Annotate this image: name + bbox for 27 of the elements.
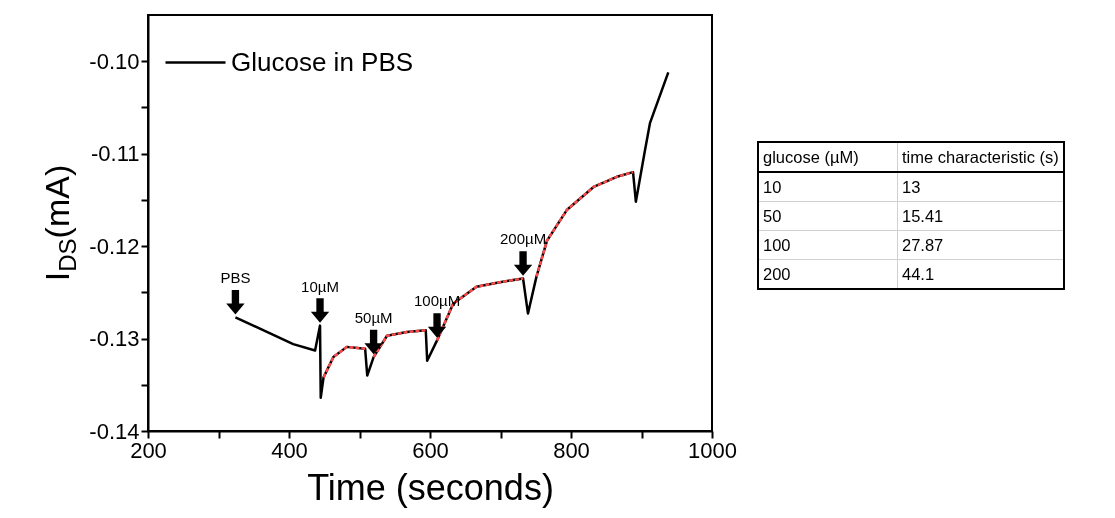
text: 50 [758, 201, 898, 231]
x-tick-label: 800 [553, 437, 590, 463]
y-tick-label: -0.11 [90, 141, 140, 167]
y-tick-label: -0.10 [89, 48, 140, 74]
text: 10 [758, 172, 898, 202]
text: time characteristic (s) [897, 142, 1064, 172]
text: 44.1 [897, 259, 1064, 289]
y-tick-label: -0.13 [89, 326, 140, 352]
y-tick-label: -0.12 [89, 233, 140, 259]
x-tick-label: 400 [271, 437, 308, 463]
annotation: 50µM [354, 309, 393, 327]
x-tick-label: 600 [412, 437, 449, 463]
text: 15.41 [897, 201, 1064, 231]
annotation: PBS [220, 269, 251, 287]
annotation: 200µM [499, 230, 547, 248]
y-tick-label: -0.14 [89, 418, 140, 444]
legend-label: Glucose in PBS [231, 46, 414, 77]
text: 100 [758, 230, 898, 260]
text: glucose (µM) [758, 142, 898, 172]
x-axis-title: Time (seconds) [307, 466, 554, 508]
annotation: 100µM [413, 292, 461, 310]
line-series [372, 328, 428, 359]
x-tick-label: 1000 [688, 437, 737, 463]
text: 27.87 [897, 230, 1064, 260]
text: 13 [897, 172, 1064, 202]
text: 200 [758, 259, 898, 289]
annotation: 10µM [301, 277, 339, 295]
